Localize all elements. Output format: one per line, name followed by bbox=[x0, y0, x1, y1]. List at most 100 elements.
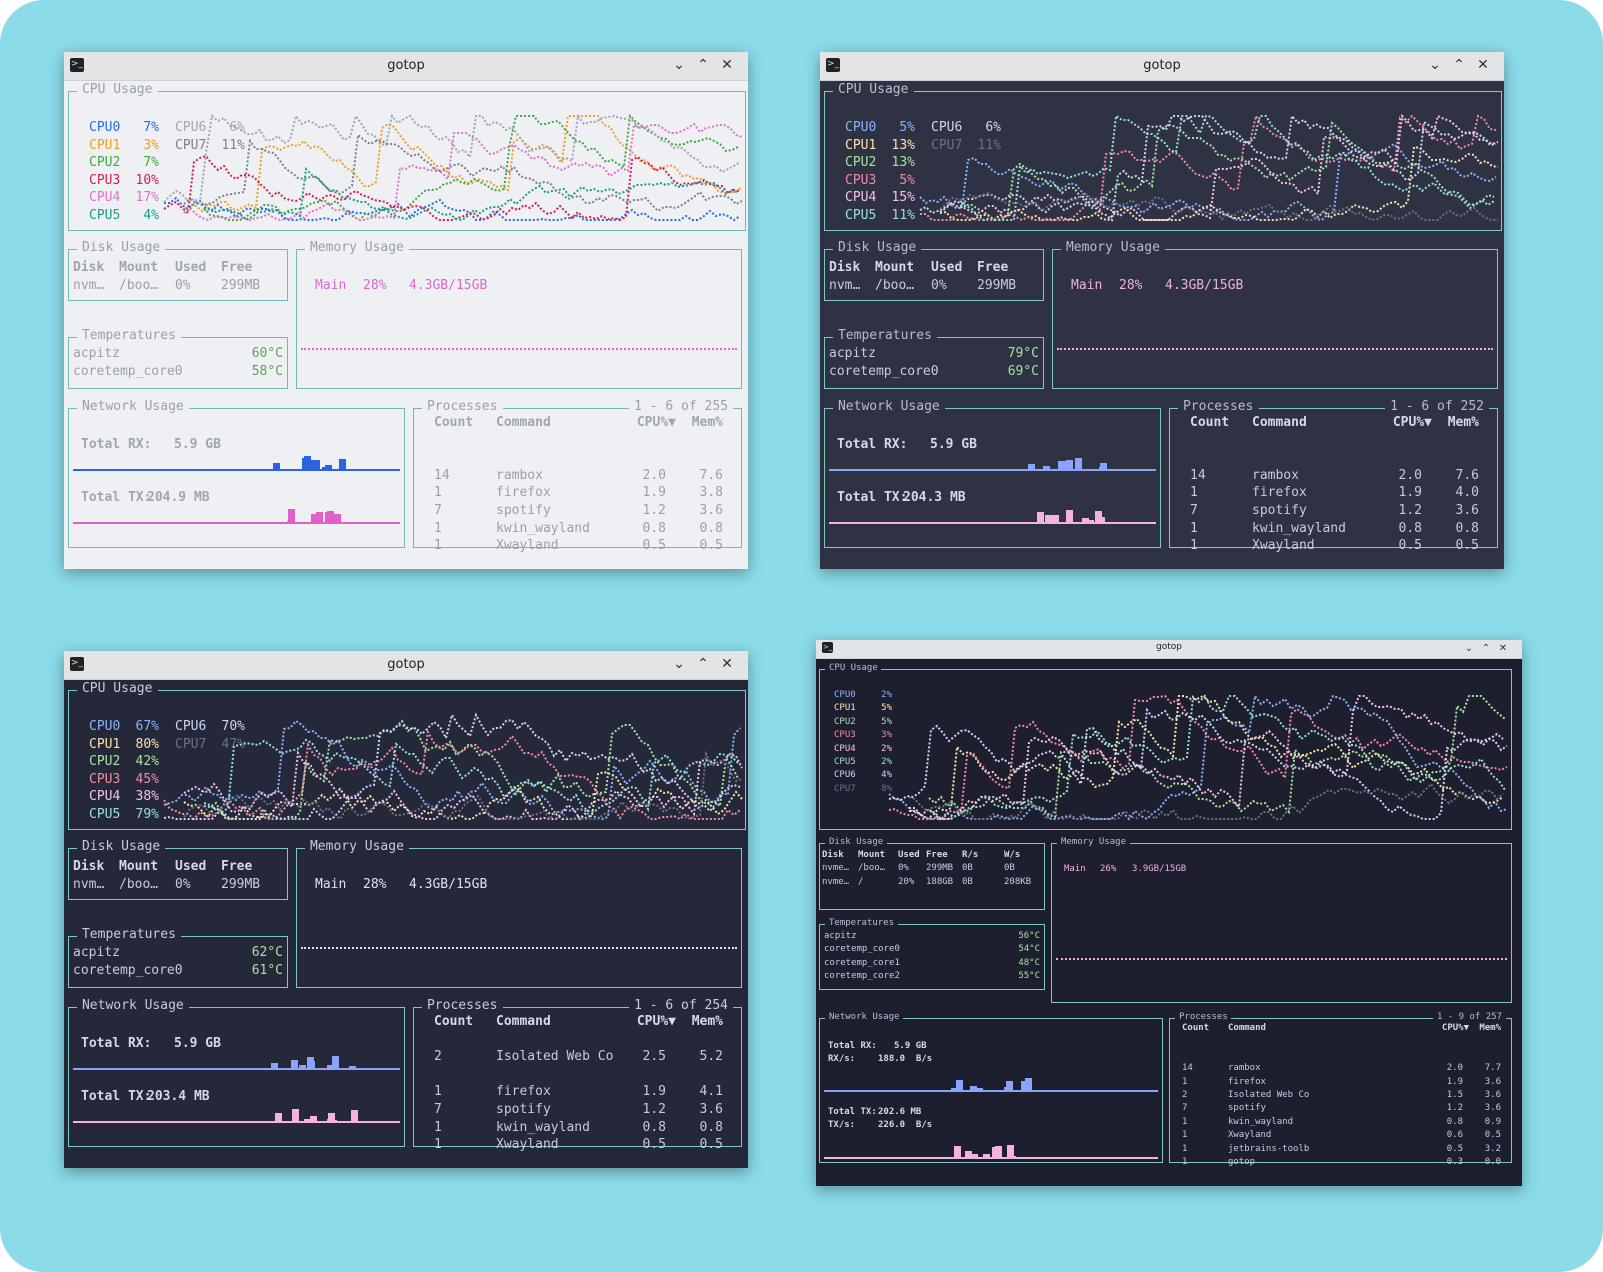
tx-bar bbox=[970, 1154, 978, 1159]
maximize-button[interactable]: ⌃ bbox=[1481, 643, 1491, 654]
memory-usage-panel-title: Memory Usage bbox=[304, 839, 410, 855]
memory-label: Main bbox=[1064, 864, 1086, 874]
total-rx-label: Total RX: bbox=[81, 1036, 152, 1051]
total-rx-value: 5.9 GB bbox=[174, 1036, 221, 1051]
process-count: 1 bbox=[434, 1137, 442, 1153]
rx-bar bbox=[1099, 463, 1107, 471]
process-command: jetbrains-toolb bbox=[1228, 1143, 1310, 1154]
disk-cell: nvme… bbox=[822, 876, 850, 887]
processes-range: 1 - 6 of 252 bbox=[1384, 399, 1490, 415]
process-mem: 0.5 bbox=[699, 538, 723, 554]
disk-header: W/s bbox=[1004, 850, 1021, 860]
tx-bar bbox=[327, 1112, 335, 1123]
process-mem: 7.6 bbox=[1455, 467, 1479, 483]
process-mem: 0.8 bbox=[699, 1119, 723, 1135]
tx-graph bbox=[73, 1108, 400, 1123]
terminal-content: CPU Usage CPU0 7% CPU1 3% CPU2 7% CPU3 10% CPU4 17… bbox=[64, 80, 748, 569]
disk-header: Free bbox=[926, 850, 948, 860]
process-header: Command bbox=[496, 1014, 551, 1029]
sensor-name: acpitz bbox=[73, 346, 120, 361]
cpu-line-cpu3 bbox=[888, 694, 1508, 821]
process-command: kwin_wayland bbox=[496, 1119, 590, 1135]
process-header: Command bbox=[496, 415, 551, 430]
minimize-button[interactable]: ⌄ bbox=[1429, 57, 1441, 73]
total-rx-label: Total RX: bbox=[81, 437, 152, 452]
process-cpu: 1.9 bbox=[1446, 1076, 1463, 1087]
maximize-button[interactable]: ⌃ bbox=[697, 656, 709, 672]
cpu-value: 17% bbox=[135, 190, 159, 206]
processes-panel: Processes 1 - 6 of 252 Count Command CPU%▼ Me… bbox=[1169, 399, 1498, 553]
cpu-value: 67% bbox=[135, 719, 159, 734]
process-cpu: 2.0 bbox=[642, 467, 666, 483]
process-header-cpu[interactable]: CPU%▼ bbox=[1441, 1023, 1469, 1033]
sensor-temp: 56°C bbox=[1018, 931, 1040, 941]
close-button[interactable]: ✕ bbox=[721, 656, 733, 672]
cpu-label: CPU3 bbox=[89, 771, 121, 787]
process-header-cpu[interactable]: CPU%▼ bbox=[1392, 415, 1432, 430]
disk-usage-panel-title: Disk Usage bbox=[825, 837, 887, 848]
process-command: Xwayland bbox=[1252, 538, 1315, 554]
cpu-value: 13% bbox=[891, 137, 915, 153]
disk-cell: 299MB bbox=[221, 876, 261, 892]
process-command: firefox bbox=[1252, 485, 1307, 501]
memory-label: Main bbox=[315, 877, 347, 892]
disk-header: Used bbox=[175, 260, 207, 275]
sensor-temp: 48°C bbox=[1018, 957, 1040, 968]
maximize-button[interactable]: ⌃ bbox=[1453, 57, 1465, 73]
cpu-usage-panel: CPU Usage CPU0 7% CPU1 3% CPU2 7% CPU3 10% CPU4 17… bbox=[68, 82, 746, 231]
process-header-mem: Mem% bbox=[1479, 1023, 1501, 1033]
title-bar[interactable]: >_ gotop ⌄ ⌃ ✕ bbox=[820, 52, 1504, 81]
cpu-label: CPU4 bbox=[834, 743, 856, 754]
process-command: firefox bbox=[1228, 1076, 1266, 1087]
total-tx-value: 202.6 MB bbox=[878, 1107, 922, 1117]
rx-bar bbox=[1057, 461, 1065, 471]
process-header-cpu[interactable]: CPU%▼ bbox=[636, 1014, 676, 1029]
close-button[interactable]: ✕ bbox=[721, 57, 733, 73]
cpu-label: CPU3 bbox=[89, 172, 121, 188]
cpu-usage-panel: CPU Usage CPU0 67% CPU1 80% CPU2 42% CPU3 45% CPU… bbox=[68, 681, 746, 830]
cpu-value: 70% bbox=[221, 719, 245, 734]
process-count: 1 bbox=[1190, 485, 1198, 501]
terminal-content: CPU Usage CPU0 67% CPU1 80% CPU2 42% CPU3 45% CPU… bbox=[64, 679, 748, 1168]
disk-header: R/s bbox=[962, 850, 979, 860]
tx-bar bbox=[292, 1108, 300, 1123]
cpu-line-cpu5 bbox=[928, 694, 1506, 821]
title-bar[interactable]: >_ gotop ⌄ ⌃ ✕ bbox=[64, 52, 748, 81]
title-bar[interactable]: >_ gotop ⌄ ⌃ ✕ bbox=[64, 651, 748, 680]
rx-bar bbox=[324, 464, 332, 471]
disk-cell: /boo… bbox=[119, 277, 159, 293]
disk-usage-panel: Disk Usage Disk Mount Used Free nvm… /boo… 0% 29… bbox=[68, 839, 288, 900]
close-button[interactable]: ✕ bbox=[1477, 57, 1489, 73]
minimize-button[interactable]: ⌄ bbox=[1464, 643, 1474, 654]
process-header-cpu[interactable]: CPU%▼ bbox=[636, 415, 676, 430]
tx-bar bbox=[1082, 517, 1090, 524]
sensor-name: acpitz bbox=[829, 346, 876, 361]
process-command: kwin_wayland bbox=[496, 520, 590, 536]
cpu-value: 2% bbox=[881, 757, 892, 767]
window-title: gotop bbox=[1156, 642, 1182, 652]
cpu-value: 10% bbox=[135, 172, 159, 188]
disk-cell: 0B bbox=[1004, 863, 1015, 874]
cpu-value: 5% bbox=[881, 716, 892, 727]
close-button[interactable]: ✕ bbox=[1498, 643, 1508, 654]
cpu-label: CPU3 bbox=[834, 730, 856, 741]
minimize-button[interactable]: ⌄ bbox=[673, 656, 685, 672]
cpu-label: CPU0 bbox=[89, 120, 121, 135]
terminal-content: CPU Usage CPU0 2% CPU1 5% CPU2 5% CPU3 3% CPU4 2% C… bbox=[816, 658, 1522, 1186]
sensor-name: acpitz bbox=[73, 945, 120, 960]
cpu-line-cpu1 bbox=[909, 694, 1504, 821]
network-usage-panel-title: Network Usage bbox=[76, 998, 189, 1014]
cpu-value: 13% bbox=[891, 155, 915, 171]
disk-cell: 0% bbox=[898, 863, 909, 874]
maximize-button[interactable]: ⌃ bbox=[697, 57, 709, 73]
tx-bar bbox=[1007, 1145, 1015, 1159]
minimize-button[interactable]: ⌄ bbox=[673, 57, 685, 73]
cpu-value: 47% bbox=[221, 736, 245, 752]
disk-header: Disk bbox=[73, 859, 105, 874]
process-mem: 0.5 bbox=[1455, 538, 1479, 554]
temperatures-panel: Temperatures acpitz 60°C coretemp_core0 58°C bbox=[68, 328, 288, 389]
sensor-temp: 58°C bbox=[251, 363, 283, 379]
title-bar[interactable]: >_ gotop ⌄ ⌃ ✕ bbox=[816, 640, 1522, 659]
cpu-usage-panel-title: CPU Usage bbox=[76, 82, 158, 98]
cpu-line-cpu2 bbox=[928, 695, 1506, 819]
